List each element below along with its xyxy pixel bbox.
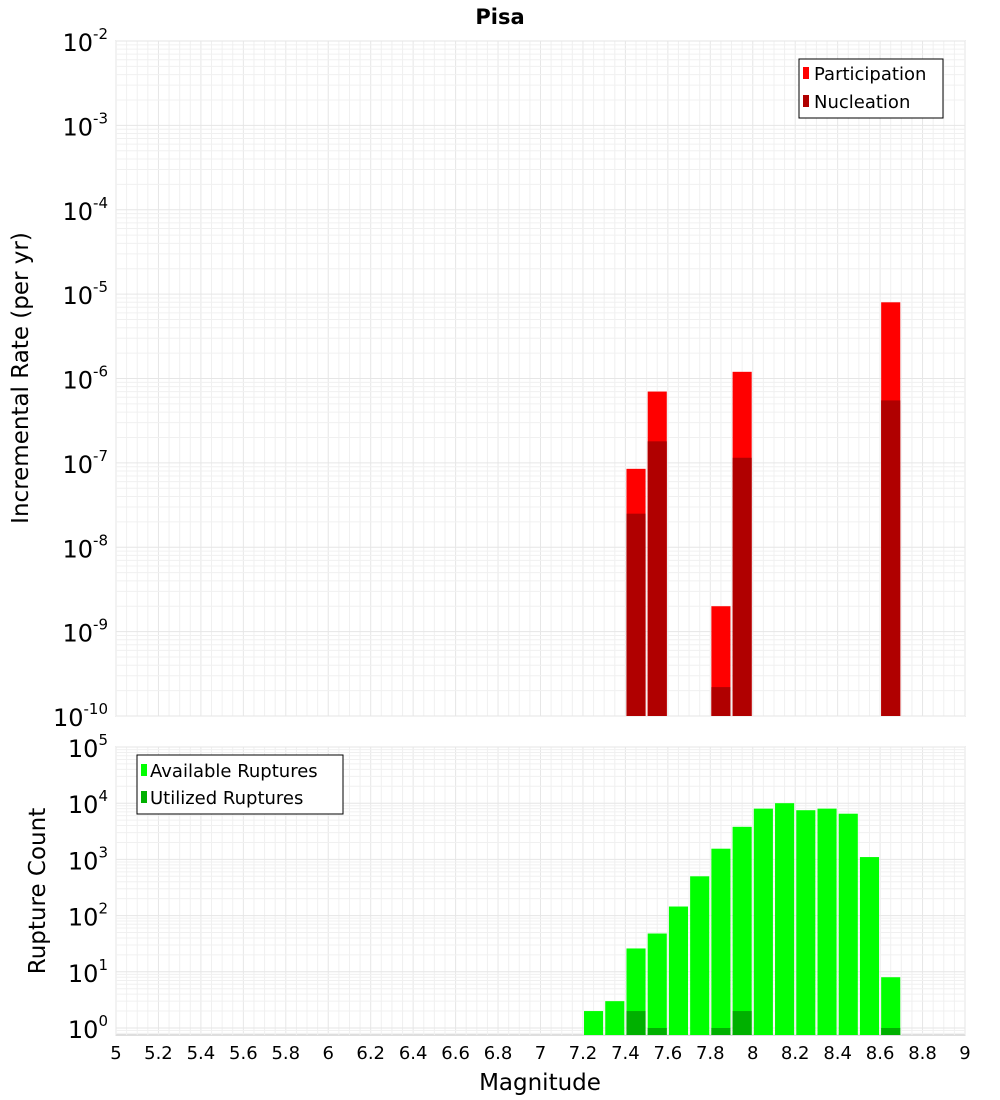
- top-legend-box: [798, 58, 944, 119]
- bar-available-ruptures: [881, 977, 901, 1035]
- bar-available-ruptures: [584, 1011, 604, 1035]
- top-y-axis-title: Incremental Rate (per yr): [8, 232, 34, 524]
- bar-nucleation: [647, 441, 667, 716]
- legend-swatch-utilized-ruptures: [141, 791, 147, 803]
- bottom-y-tick-labels: 100 101 102 103 104 105: [68, 731, 108, 1044]
- x-tick-label: 9: [959, 1043, 970, 1064]
- y-tick-label: 10-10: [53, 700, 108, 732]
- y-tick-label: 105: [68, 731, 108, 763]
- bar-utilized-ruptures: [881, 1027, 901, 1035]
- y-tick-label: 100: [68, 1012, 108, 1044]
- x-tick-label: 5.8: [271, 1043, 300, 1064]
- x-tick-label: 6.2: [356, 1043, 385, 1064]
- x-tick-label: 8.6: [866, 1043, 895, 1064]
- bar-nucleation: [732, 457, 752, 716]
- top-legend: Participation Nucleation: [798, 58, 944, 119]
- y-tick-label: 10-5: [62, 278, 108, 310]
- bar-utilized-ruptures: [732, 1011, 752, 1035]
- bar-nucleation: [626, 513, 646, 716]
- legend-label-participation: Participation: [814, 64, 926, 85]
- bar-utilized-ruptures: [647, 1027, 667, 1035]
- bar-available-ruptures: [775, 803, 795, 1035]
- participation-nucleation-panel: 10-10 10-9 10-8 10-7 10-6 10-5 10-4 10-3 10-2 In…: [8, 25, 966, 732]
- bottom-bars: [584, 803, 901, 1035]
- bar-available-ruptures: [859, 857, 880, 1035]
- y-tick-label: 10-6: [62, 363, 108, 395]
- bar-available-ruptures: [796, 810, 816, 1035]
- x-tick-label: 6: [323, 1043, 334, 1064]
- x-tick-label: 6.8: [484, 1043, 513, 1064]
- top-y-tick-labels: 10-10 10-9 10-8 10-7 10-6 10-5 10-4 10-3 10-2: [53, 25, 108, 732]
- y-tick-label: 103: [68, 843, 108, 875]
- x-tick-label: 8: [747, 1043, 758, 1064]
- bar-available-ruptures: [711, 848, 731, 1035]
- y-tick-label: 102: [68, 900, 108, 932]
- bottom-legend: Available Ruptures Utilized Ruptures: [136, 754, 344, 815]
- bar-available-ruptures: [690, 876, 710, 1035]
- bar-utilized-ruptures: [711, 1027, 731, 1035]
- x-tick-label: 6.4: [399, 1043, 428, 1064]
- chart-title: Pisa: [475, 5, 524, 29]
- bottom-y-axis-title: Rupture Count: [25, 808, 51, 974]
- y-tick-label: 10-7: [62, 447, 108, 479]
- legend-label-utilized-ruptures: Utilized Ruptures: [150, 788, 303, 809]
- legend-swatch-nucleation: [803, 95, 809, 107]
- y-tick-label: 101: [68, 956, 108, 988]
- x-tick-label: 8.2: [781, 1043, 810, 1064]
- legend-label-nucleation: Nucleation: [814, 92, 910, 113]
- x-tick-label: 7.8: [696, 1043, 725, 1064]
- bar-nucleation: [711, 687, 731, 716]
- legend-swatch-available-ruptures: [141, 764, 147, 776]
- top-bars: [626, 302, 901, 716]
- top-gridlines: [115, 40, 966, 717]
- x-tick-label: 8.8: [908, 1043, 937, 1064]
- x-tick-label: 7.6: [654, 1043, 683, 1064]
- y-tick-label: 10-4: [62, 194, 108, 226]
- legend-label-available-ruptures: Available Ruptures: [150, 761, 318, 782]
- bar-utilized-ruptures: [626, 1011, 646, 1035]
- bar-available-ruptures: [753, 808, 773, 1035]
- x-tick-label: 6.6: [441, 1043, 470, 1064]
- bar-available-ruptures: [817, 808, 837, 1035]
- x-axis-title: Magnitude: [479, 1070, 601, 1096]
- bar-available-ruptures: [668, 906, 689, 1035]
- y-tick-label: 104: [68, 787, 108, 819]
- y-tick-label: 10-3: [62, 109, 108, 141]
- x-tick-label: 7.2: [569, 1043, 598, 1064]
- x-tick-label: 8.4: [823, 1043, 852, 1064]
- x-tick-labels: 5 5.2 5.4 5.6 5.8 6 6.2 6.4 6.6 6.8 7 7.2 7.4 7.6 7.8 8…: [110, 1043, 970, 1064]
- x-tick-label: 7: [535, 1043, 546, 1064]
- y-tick-label: 10-2: [62, 25, 108, 57]
- x-tick-label: 5.6: [229, 1043, 258, 1064]
- y-tick-label: 10-8: [62, 531, 108, 563]
- bar-available-ruptures: [838, 813, 858, 1035]
- bar-nucleation: [881, 400, 901, 716]
- legend-swatch-participation: [803, 67, 809, 79]
- rupture-count-panel: 100 101 102 103 104 105 5 5.2 5.4 5.6 5.8 6 6.2 6.4 6…: [25, 731, 971, 1096]
- x-tick-label: 5: [110, 1043, 121, 1064]
- y-tick-label: 10-9: [62, 616, 108, 648]
- bar-available-ruptures: [605, 1001, 625, 1035]
- x-tick-label: 5.4: [187, 1043, 216, 1064]
- bar-available-ruptures: [647, 933, 667, 1035]
- bottom-legend-box: [136, 754, 344, 815]
- x-tick-label: 7.4: [611, 1043, 640, 1064]
- x-tick-label: 5.2: [144, 1043, 173, 1064]
- bar-available-ruptures: [732, 826, 752, 1035]
